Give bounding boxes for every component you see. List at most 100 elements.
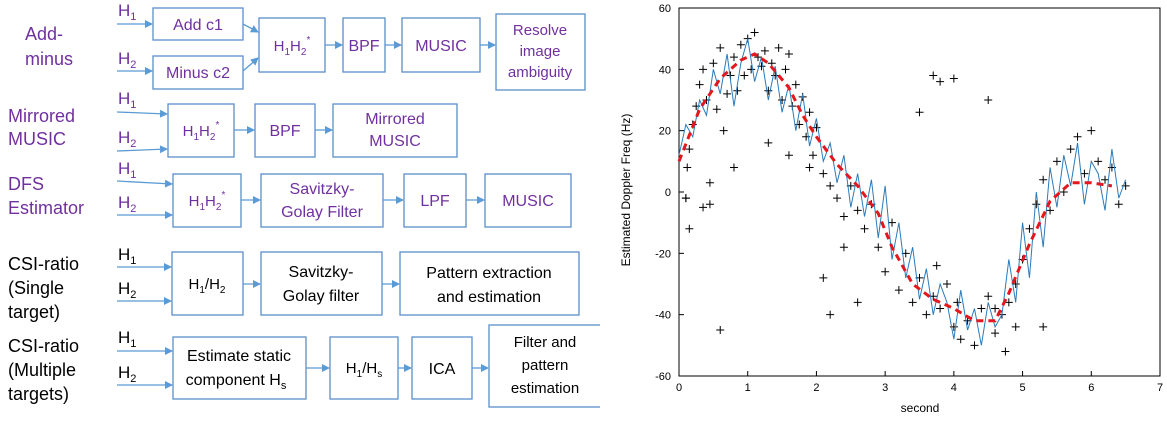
scatter-point xyxy=(984,292,993,301)
scatter-point xyxy=(977,304,986,313)
box-label: MUSIC xyxy=(369,133,421,150)
scatter-point xyxy=(991,304,1000,313)
box-label: Mirrored xyxy=(365,111,425,128)
scatter-point xyxy=(1094,157,1103,166)
scatter-point xyxy=(784,151,793,160)
box-label: Estimate static xyxy=(187,348,291,365)
scatter-point xyxy=(712,105,721,114)
row-label: Estimator xyxy=(8,198,84,218)
block-diagram: Add- minus Mirrored MUSIC DFS Estimator … xyxy=(8,1,600,408)
scatter-point xyxy=(1032,200,1041,209)
x-tick-label: 0 xyxy=(676,382,682,394)
scatter-point xyxy=(781,65,790,74)
box-label: Golay Filter xyxy=(281,204,363,221)
arrow xyxy=(116,145,168,154)
box-label: BPF xyxy=(269,123,300,140)
box-label: H1H2* xyxy=(183,120,220,143)
row-label: minus xyxy=(25,49,73,69)
input-h1: H1 xyxy=(118,245,136,267)
y-tick-label: -40 xyxy=(655,310,671,322)
scatter-point xyxy=(1011,322,1020,331)
box-label: estimation xyxy=(511,380,579,397)
fit-line xyxy=(677,52,1113,323)
scatter-point xyxy=(874,243,883,252)
box-label: Filter and xyxy=(514,334,577,351)
y-tick-label: -60 xyxy=(655,371,671,383)
box-label: Savitzky- xyxy=(290,181,355,198)
scatter-point xyxy=(839,212,848,221)
scatter-point xyxy=(1073,132,1082,141)
scatter-point xyxy=(949,74,958,83)
scatter-point xyxy=(1039,175,1048,184)
doppler-chart: 0 1 2 3 4 5 6 7 -60 -40 -20 0 20 40 60 second Estimate… xyxy=(619,3,1163,415)
row-label: (Multiple xyxy=(8,360,76,380)
pattern-box xyxy=(399,251,580,316)
scatter-point xyxy=(1004,298,1013,307)
row-label: CSI-ratio xyxy=(8,336,79,356)
input-h2: H2 xyxy=(118,193,136,215)
scatter-point xyxy=(839,243,848,252)
scatter-point xyxy=(826,310,835,319)
scatter-point xyxy=(805,108,814,117)
input-h2: H2 xyxy=(118,49,136,71)
box-label: ICA xyxy=(429,361,456,378)
scatter-point xyxy=(1080,169,1089,178)
scatter-point xyxy=(1066,145,1075,154)
y-tick-label: 40 xyxy=(659,64,671,76)
scatter-point xyxy=(699,65,708,74)
scatter-point xyxy=(784,50,793,58)
box-label: H1/H2 xyxy=(189,276,226,296)
scatter-point xyxy=(685,145,694,154)
scatter-point xyxy=(881,267,890,276)
box-label: Add c1 xyxy=(173,17,223,34)
arrow xyxy=(116,179,173,188)
scatter-point xyxy=(705,178,714,187)
box-label: Pattern extraction xyxy=(426,265,551,282)
row-label: CSI-ratio xyxy=(8,254,79,274)
box-label: H1H2* xyxy=(189,190,226,213)
resolve-box xyxy=(495,13,586,91)
doppler-trace-line xyxy=(678,38,1127,346)
scatter-point xyxy=(932,261,941,270)
scatter-point xyxy=(705,200,714,209)
x-tick-label: 1 xyxy=(745,382,751,394)
input-h1: H1 xyxy=(118,89,136,111)
scatter-point xyxy=(719,126,728,135)
box-label: H1H2* xyxy=(274,35,311,58)
x-tick-label: 4 xyxy=(951,382,957,394)
box-label: BPF xyxy=(348,38,379,55)
y-tick-label: 20 xyxy=(659,126,671,138)
scatter-point xyxy=(936,77,945,86)
scatter-point xyxy=(819,169,828,178)
arrow xyxy=(242,23,259,33)
scatter-point xyxy=(729,53,738,62)
box-label: and estimation xyxy=(437,289,541,306)
box-label: MUSIC xyxy=(502,193,554,210)
row-label: MUSIC xyxy=(8,129,66,149)
y-tick-label: 60 xyxy=(659,3,671,15)
scatter-point xyxy=(760,46,769,55)
scatter-point xyxy=(805,163,814,172)
minus-c2-box xyxy=(152,55,244,90)
input-h1: H1 xyxy=(118,1,136,23)
scatter-point xyxy=(922,310,931,319)
box-label: pattern xyxy=(522,357,569,374)
box-label: ambiguity xyxy=(508,64,573,81)
scatter-point xyxy=(681,194,690,203)
scatter-point xyxy=(915,108,924,117)
scatter-point xyxy=(826,181,835,190)
box-label: Resolve xyxy=(513,22,567,39)
row-label: targets) xyxy=(8,384,69,404)
arrow xyxy=(116,109,168,118)
scatter-point xyxy=(1025,224,1034,233)
box-label: component Hs xyxy=(186,372,287,392)
filter-box xyxy=(488,324,600,408)
row-label: (Single xyxy=(8,278,64,298)
scatter-point xyxy=(860,224,869,233)
scatter-point xyxy=(764,138,773,147)
x-tick-label: 2 xyxy=(813,382,819,394)
scatter-point xyxy=(1001,347,1010,356)
box-label: Savitzky- xyxy=(289,264,354,281)
y-tick-label: 0 xyxy=(665,187,671,199)
input-h2: H2 xyxy=(118,363,136,385)
